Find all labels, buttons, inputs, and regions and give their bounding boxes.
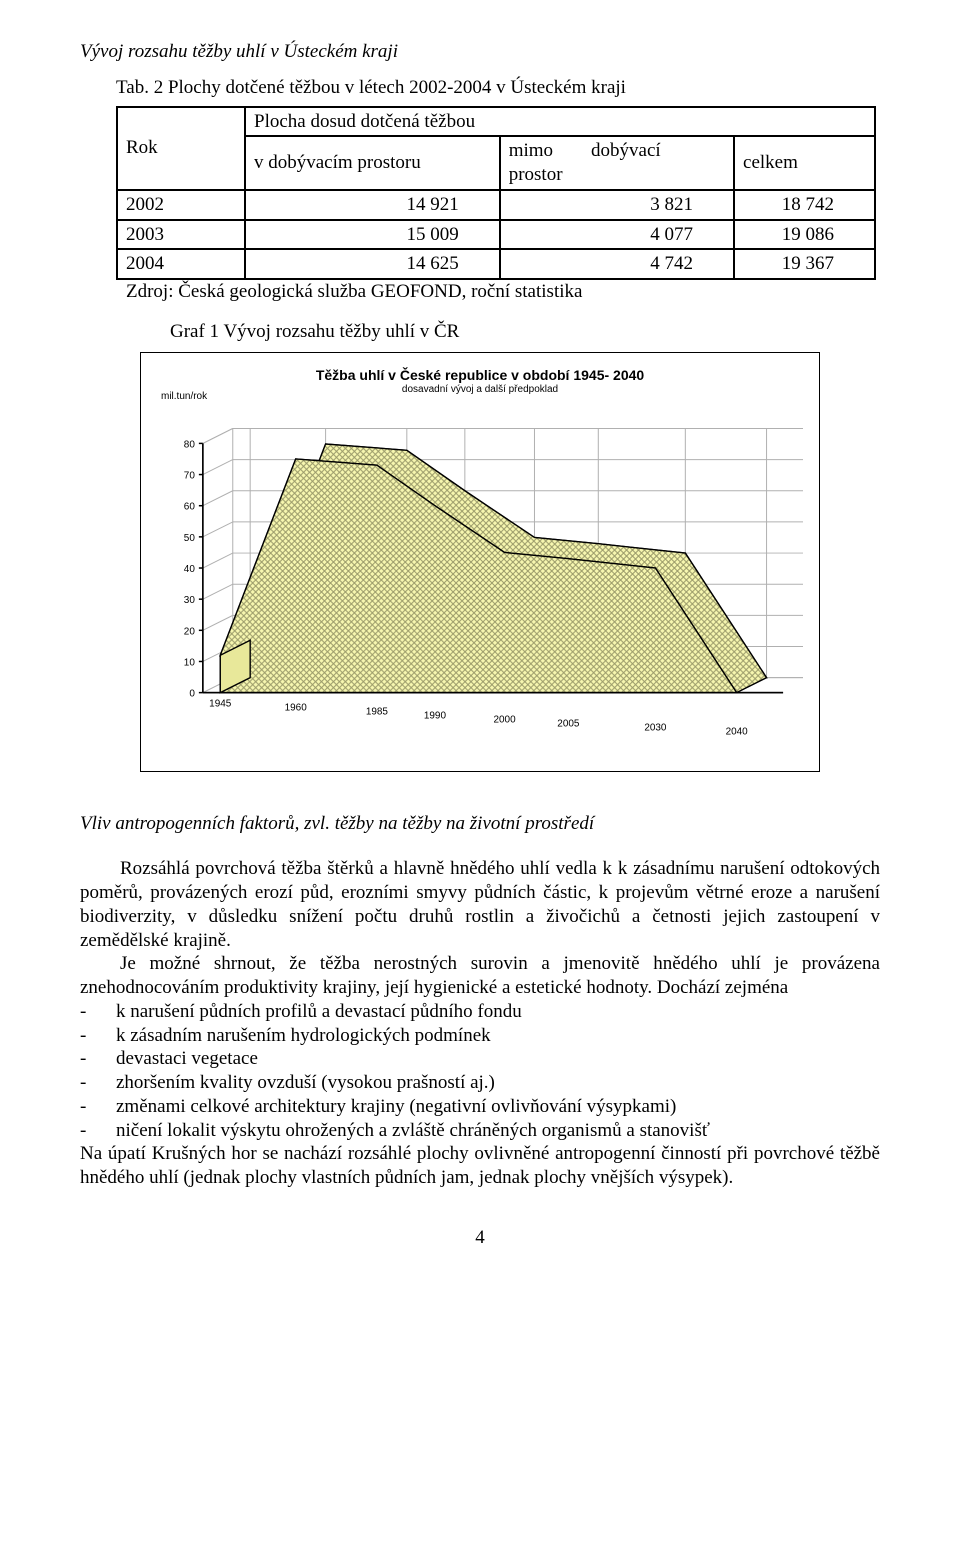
list-item-text: ničení lokalit výskytu ohrožených a zvlá… bbox=[116, 1119, 710, 1143]
list-item: -ničení lokalit výskytu ohrožených a zvl… bbox=[80, 1119, 880, 1143]
th-col1: v dobývacím prostoru bbox=[245, 136, 500, 190]
cell: 18 742 bbox=[734, 190, 875, 220]
svg-text:10: 10 bbox=[184, 657, 196, 668]
svg-text:2040: 2040 bbox=[726, 727, 749, 738]
svg-text:50: 50 bbox=[184, 533, 196, 544]
paragraph: Na úpatí Krušných hor se nachází rozsáhl… bbox=[80, 1142, 880, 1190]
svg-text:1960: 1960 bbox=[285, 703, 308, 714]
svg-text:1990: 1990 bbox=[424, 711, 447, 722]
cell: 19 367 bbox=[734, 249, 875, 279]
dash-icon: - bbox=[80, 1000, 116, 1024]
chart-title: Těžba uhlí v České republice v období 19… bbox=[157, 367, 803, 385]
list-item-text: zhoršením kvality ovzduší (vysokou prašn… bbox=[116, 1071, 495, 1095]
page-number: 4 bbox=[80, 1226, 880, 1250]
heading-vyvoj: Vývoj rozsahu těžby uhlí v Ústeckém kraj… bbox=[80, 40, 880, 64]
cell: 14 921 bbox=[245, 190, 500, 220]
chart-svg: 0102030405060708019451960198519902000200… bbox=[157, 403, 803, 743]
th-group: Plocha dosud dotčená těžbou bbox=[245, 107, 875, 137]
svg-text:20: 20 bbox=[184, 626, 196, 637]
cell: 15 009 bbox=[245, 220, 500, 250]
list-item: -změnami celkové architektury krajiny (n… bbox=[80, 1095, 880, 1119]
list-item-text: k zásadním narušením hydrologických podm… bbox=[116, 1024, 491, 1048]
cell: 14 625 bbox=[245, 249, 500, 279]
list-item: -devastaci vegetace bbox=[80, 1047, 880, 1071]
table-row: 2003 15 009 4 077 19 086 bbox=[117, 220, 875, 250]
list-item-text: devastaci vegetace bbox=[116, 1047, 258, 1071]
cell: 19 086 bbox=[734, 220, 875, 250]
th-col3: celkem bbox=[734, 136, 875, 190]
graf-caption: Graf 1 Vývoj rozsahu těžby uhlí v ČR bbox=[170, 320, 880, 344]
list-item: -zhoršením kvality ovzduší (vysokou praš… bbox=[80, 1071, 880, 1095]
table-source: Zdroj: Česká geologická služba GEOFOND, … bbox=[126, 280, 880, 304]
heading-vliv: Vliv antropogenních faktorů, zvl. těžby … bbox=[80, 812, 880, 836]
th-col2: mimo dobývacíprostor bbox=[500, 136, 734, 190]
plochy-table: Rok Plocha dosud dotčená těžbou v dobýva… bbox=[116, 106, 876, 281]
chart-body: 0102030405060708019451960198519902000200… bbox=[157, 403, 803, 743]
cell: 4 742 bbox=[500, 249, 734, 279]
svg-text:70: 70 bbox=[184, 471, 196, 482]
svg-text:0: 0 bbox=[189, 689, 195, 700]
dash-icon: - bbox=[80, 1047, 116, 1071]
dash-icon: - bbox=[80, 1119, 116, 1143]
svg-text:2005: 2005 bbox=[557, 719, 580, 730]
list-item-text: změnami celkové architektury krajiny (ne… bbox=[116, 1095, 676, 1119]
svg-text:2030: 2030 bbox=[644, 723, 667, 734]
table-row: 2004 14 625 4 742 19 367 bbox=[117, 249, 875, 279]
table-row: 2002 14 921 3 821 18 742 bbox=[117, 190, 875, 220]
cell-rok: 2002 bbox=[117, 190, 245, 220]
list-item: -k zásadním narušením hydrologických pod… bbox=[80, 1024, 880, 1048]
svg-text:60: 60 bbox=[184, 502, 196, 513]
table-caption: Tab. 2 Plochy dotčené těžbou v létech 20… bbox=[116, 76, 880, 100]
dash-icon: - bbox=[80, 1095, 116, 1119]
body-text: Rozsáhlá povrchová těžba štěrků a hlavně… bbox=[80, 857, 880, 1190]
dash-icon: - bbox=[80, 1071, 116, 1095]
svg-text:2000: 2000 bbox=[493, 715, 516, 726]
cell-rok: 2003 bbox=[117, 220, 245, 250]
paragraph: Je možné shrnout, že těžba nerostných su… bbox=[80, 952, 880, 1000]
th-rok: Rok bbox=[117, 107, 245, 190]
list-item: -k narušení půdních profilů a devastací … bbox=[80, 1000, 880, 1024]
cell: 3 821 bbox=[500, 190, 734, 220]
cell-rok: 2004 bbox=[117, 249, 245, 279]
page: Vývoj rozsahu těžby uhlí v Ústeckém kraj… bbox=[0, 0, 960, 1290]
svg-text:80: 80 bbox=[184, 439, 196, 450]
bullet-list: -k narušení půdních profilů a devastací … bbox=[80, 1000, 880, 1143]
svg-text:30: 30 bbox=[184, 595, 196, 606]
chart-frame: Těžba uhlí v České republice v období 19… bbox=[140, 352, 820, 772]
svg-text:1945: 1945 bbox=[209, 699, 232, 710]
list-item-text: k narušení půdních profilů a devastací p… bbox=[116, 1000, 522, 1024]
dash-icon: - bbox=[80, 1024, 116, 1048]
svg-text:40: 40 bbox=[184, 564, 196, 575]
paragraph: Rozsáhlá povrchová těžba štěrků a hlavně… bbox=[80, 857, 880, 952]
svg-text:1985: 1985 bbox=[366, 707, 389, 718]
cell: 4 077 bbox=[500, 220, 734, 250]
